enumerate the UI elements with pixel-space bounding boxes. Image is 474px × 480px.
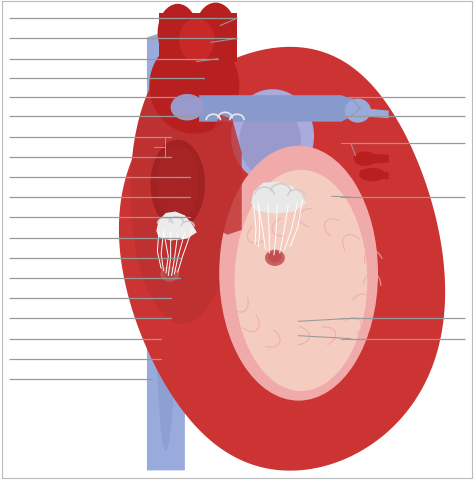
Polygon shape: [360, 170, 389, 180]
Polygon shape: [211, 115, 242, 235]
Polygon shape: [156, 212, 197, 241]
Polygon shape: [353, 108, 389, 119]
Ellipse shape: [155, 29, 177, 451]
Ellipse shape: [171, 95, 204, 121]
Ellipse shape: [151, 141, 205, 229]
Ellipse shape: [359, 168, 385, 182]
Ellipse shape: [149, 38, 239, 134]
Polygon shape: [199, 96, 356, 122]
Ellipse shape: [195, 4, 236, 59]
Ellipse shape: [179, 19, 214, 62]
Ellipse shape: [265, 250, 285, 266]
Ellipse shape: [268, 252, 282, 263]
Polygon shape: [156, 212, 197, 241]
Ellipse shape: [239, 105, 301, 179]
Ellipse shape: [164, 268, 176, 279]
Ellipse shape: [219, 146, 378, 401]
Ellipse shape: [160, 267, 179, 282]
Polygon shape: [251, 182, 306, 214]
Ellipse shape: [156, 145, 199, 220]
Ellipse shape: [130, 60, 235, 324]
Ellipse shape: [231, 90, 314, 183]
Ellipse shape: [235, 170, 367, 391]
Ellipse shape: [345, 99, 371, 123]
Polygon shape: [119, 48, 445, 471]
Polygon shape: [159, 14, 237, 62]
Ellipse shape: [157, 5, 198, 62]
Polygon shape: [147, 31, 185, 470]
Polygon shape: [358, 154, 389, 165]
Ellipse shape: [354, 152, 376, 167]
